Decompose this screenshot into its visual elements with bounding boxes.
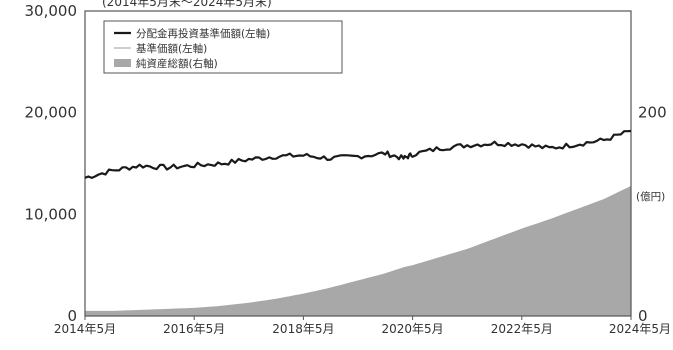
legend-box [103,20,343,74]
x-tick-label: 2016年5月 [163,322,225,336]
x-tick-label: 2024年5月 [609,322,671,336]
left-tick-label: 20,000 [25,104,78,122]
left-tick-label: 0 [67,307,77,325]
series-nav-line [84,130,632,179]
right-tick-label: 200 [638,104,667,122]
x-axis-ticks: 2014年5月 2016年5月 2018年5月 2020年5月 2022年5月 2024年… [54,316,671,336]
series-net-assets-area [85,185,631,316]
right-axis-ticks: 0 200 [638,104,667,325]
x-tick-label: 2014年5月 [54,322,116,336]
x-tick-label: 2018年5月 [272,322,334,336]
legend-label-reinvested-nav: 分配金再投資基準価額(左軸) [136,27,270,40]
plot-frame [84,10,632,317]
subtitle-fragment: (2014年5月末〜2024年5月末) [102,0,272,9]
legend-swatch-net-assets [114,59,131,67]
legend-label-nav: 基準価額(左軸) [136,42,207,55]
x-tick-label: 2022年5月 [491,322,553,336]
legend: 分配金再投資基準価額(左軸) 基準価額(左軸) 純資産総額(右軸) [103,20,343,74]
legend-label-net-assets: 純資産総額(右軸) [136,57,218,70]
left-axis-ticks: 0 10,000 20,000 30,000 [25,2,78,325]
left-tick-label: 30,000 [25,2,78,20]
left-tick-label: 10,000 [25,205,78,223]
right-axis-unit: (億円) [636,190,665,203]
series-reinvested-nav-line [84,129,632,179]
right-tick-label: 0 [638,307,648,325]
x-tick-label: 2020年5月 [382,322,444,336]
